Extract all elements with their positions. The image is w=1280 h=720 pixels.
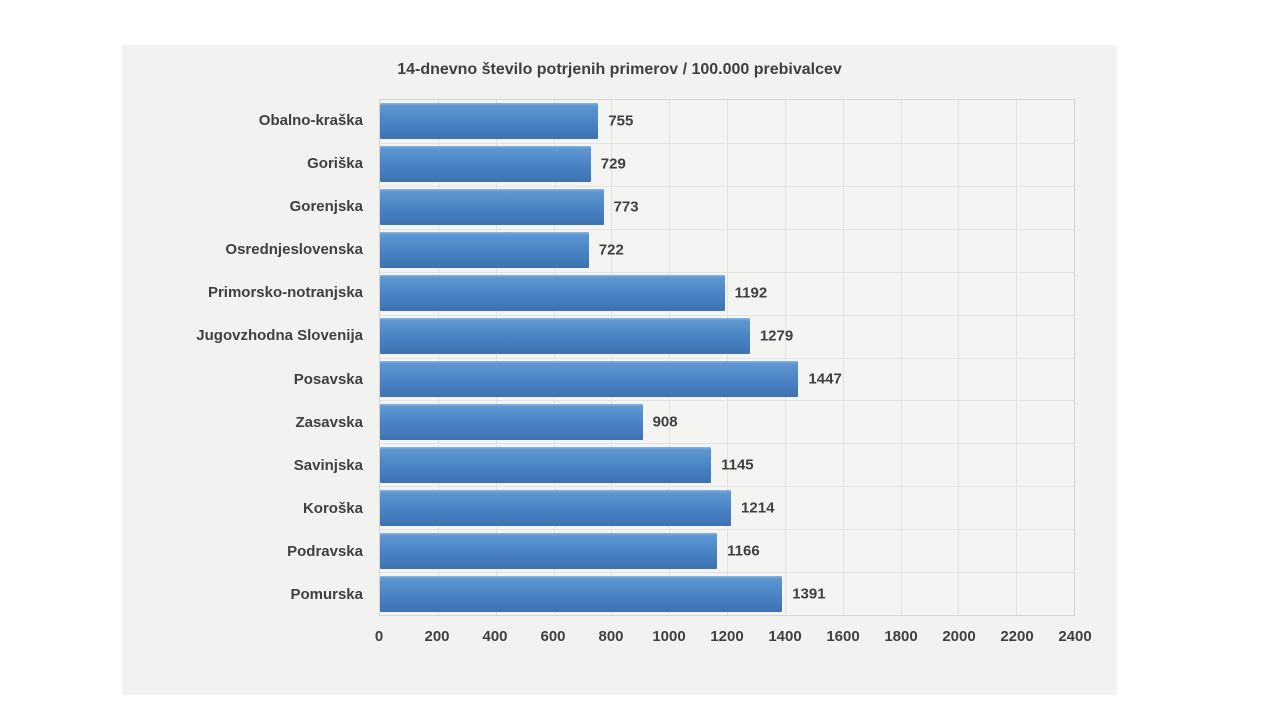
x-tick-label: 400 [482, 628, 508, 645]
bar-row: 1279 [380, 315, 1074, 358]
chart-panel: 14-dnevno število potrjenih primerov / 1… [122, 45, 1117, 695]
x-tick-label: 1400 [768, 628, 802, 645]
category-label: Osrednjeslovenska [225, 241, 363, 259]
horizontal-gridline [380, 185, 1074, 187]
bar-3 [380, 232, 589, 269]
bar-row: 722 [380, 229, 1074, 272]
horizontal-gridline [380, 486, 1074, 488]
bar-value-label: 1391 [792, 585, 826, 603]
category-label: Gorenjska [289, 198, 363, 216]
horizontal-gridline [380, 228, 1074, 230]
chart-title: 14-dnevno število potrjenih primerov / 1… [397, 61, 842, 78]
bar-value-label: 1279 [759, 327, 794, 345]
bar-1 [380, 146, 591, 183]
category-label: Primorsko-notranjska [207, 284, 363, 302]
bar-row: 908 [380, 400, 1074, 443]
x-tick-label: 2400 [1058, 628, 1092, 645]
bar-5 [380, 318, 750, 355]
category-label: Jugovzhodna Slovenija [196, 327, 363, 345]
bar-row: 773 [380, 186, 1074, 229]
category-label: Podravska [287, 542, 363, 560]
bar-row: 1166 [380, 529, 1074, 572]
bar-9 [380, 489, 732, 526]
bar-value-label: 722 [598, 241, 624, 259]
horizontal-gridline [380, 572, 1074, 574]
bar-4 [380, 275, 725, 312]
category-axis: Obalno-kraška Goriška Gorenjska Osrednjeslo… [122, 99, 363, 616]
horizontal-gridline [380, 271, 1074, 273]
x-tick-label: 2200 [1000, 628, 1034, 645]
horizontal-gridline [380, 529, 1074, 531]
bar-row: 755 [380, 100, 1074, 143]
bar-row: 1192 [380, 272, 1074, 315]
bar-0 [380, 103, 599, 140]
x-tick-label: 2000 [942, 628, 976, 645]
horizontal-gridline [380, 443, 1074, 445]
category-label: Zasavska [295, 413, 363, 431]
bar-value-label: 1214 [741, 499, 775, 517]
value-axis: 0 200 400 600 800 1000 1200 1400 1600 1800 2000 220… [375, 626, 1092, 648]
category-label: Koroška [302, 499, 363, 517]
bar-7 [380, 403, 643, 440]
bar-value-label: 1166 [727, 542, 760, 560]
x-tick-label: 1000 [652, 628, 686, 645]
x-tick-label: 0 [374, 628, 384, 645]
x-tick-label: 800 [598, 628, 624, 645]
x-tick-label: 600 [540, 628, 566, 645]
category-label: Obalno-kraška [258, 112, 363, 129]
bar-value-label: 908 [652, 413, 678, 431]
plot-area: 755 729 773 722 1192 1279 1447 908 1145 1214 1166 1… [379, 99, 1075, 616]
x-tick-label: 1800 [884, 628, 918, 645]
x-tick-label: 1600 [826, 628, 860, 645]
horizontal-gridline [380, 314, 1074, 316]
bar-8 [380, 446, 712, 483]
bar-value-label: 1447 [808, 370, 842, 388]
x-tick-label: 1200 [710, 628, 744, 645]
category-label: Goriška [307, 155, 363, 173]
bar-6 [380, 360, 799, 397]
bar-11 [380, 575, 783, 612]
x-tick-label: 200 [424, 628, 450, 645]
bar-row: 729 [380, 143, 1074, 186]
bar-value-label: 1192 [734, 284, 768, 302]
category-label: Pomurska [290, 585, 363, 603]
bar-value-label: 773 [613, 198, 639, 216]
bar-10 [380, 532, 718, 569]
horizontal-gridline [380, 357, 1074, 359]
horizontal-gridline [380, 400, 1074, 402]
bar-value-label: 729 [600, 155, 626, 173]
bar-value-label: 1145 [721, 456, 754, 474]
bar-row: 1145 [380, 443, 1074, 486]
bar-2 [380, 189, 604, 226]
bar-value-label: 755 [608, 112, 634, 130]
bar-row: 1391 [380, 572, 1074, 615]
category-label: Savinjska [293, 456, 363, 474]
category-label: Posavska [293, 370, 363, 388]
horizontal-gridline [380, 142, 1074, 144]
bar-row: 1214 [380, 486, 1074, 529]
bar-row: 1447 [380, 358, 1074, 401]
